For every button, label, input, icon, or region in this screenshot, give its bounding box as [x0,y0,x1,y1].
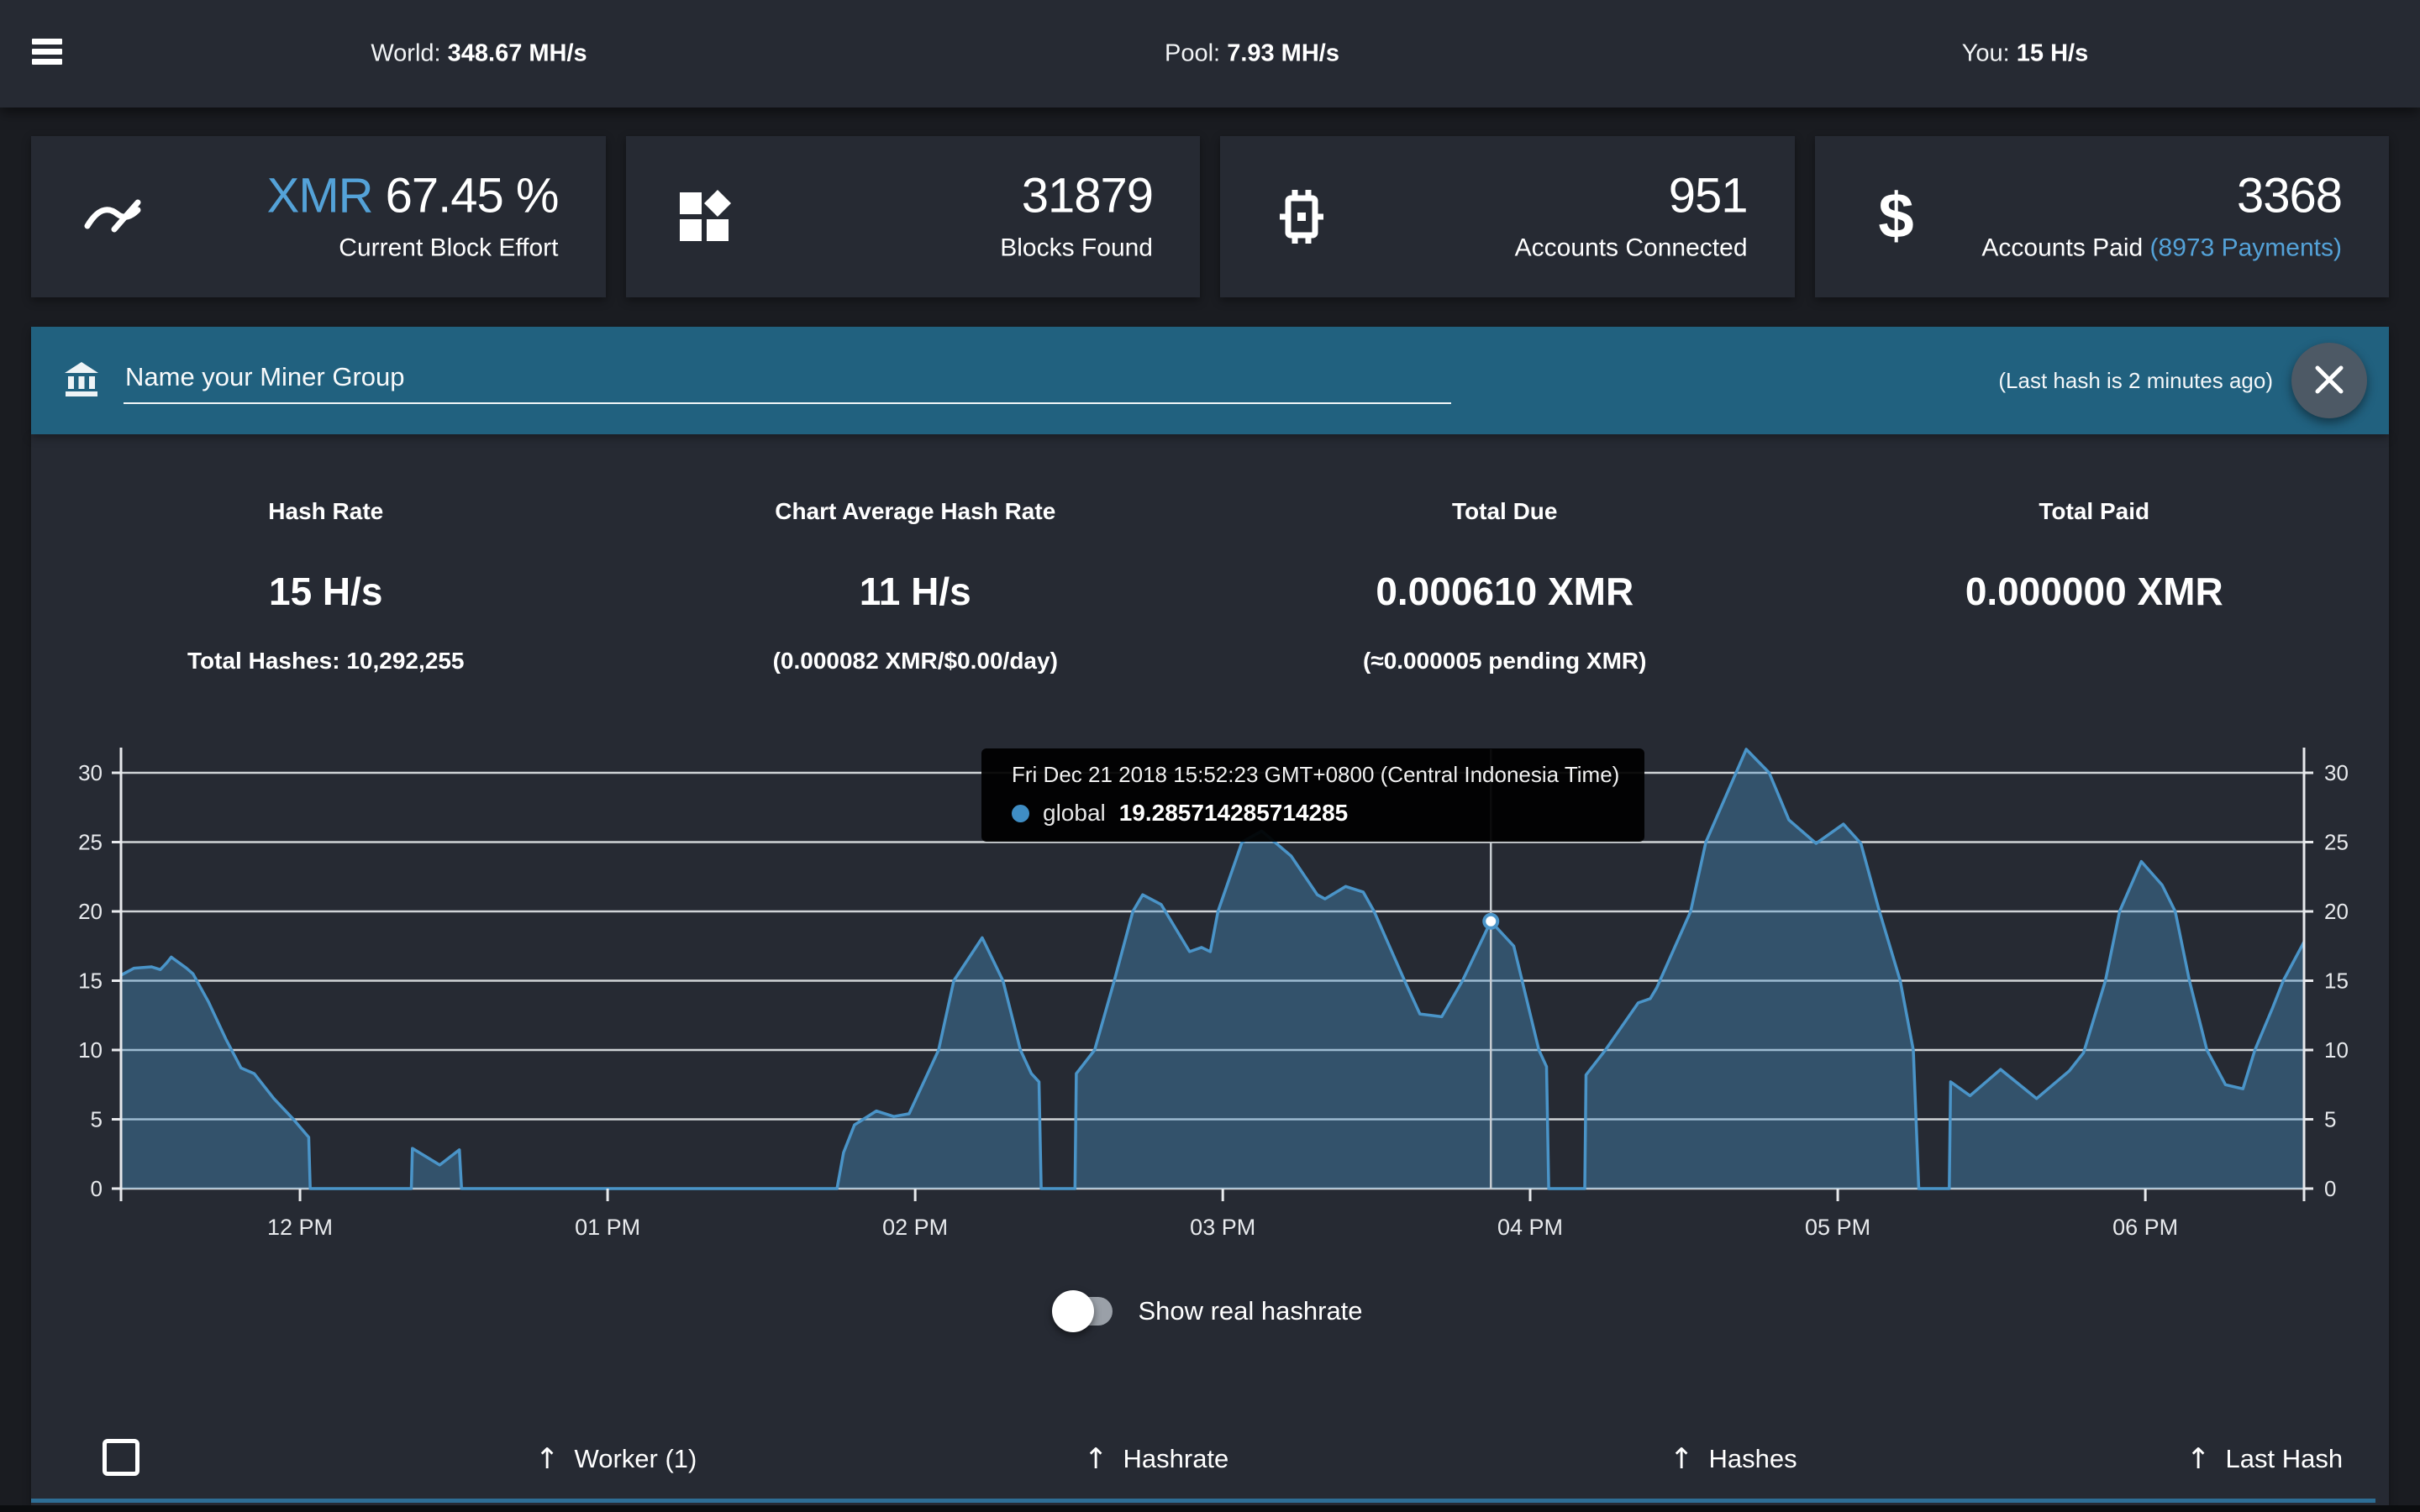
sort-arrow-icon: ↑ [1084,1442,1108,1476]
svg-text:20: 20 [78,899,103,924]
stat-hash-rate: Hash Rate 15 H/s Total Hashes: 10,292,25… [187,498,465,674]
top-bar: World: 348.67 MH/s Pool: 7.93 MH/s You: … [0,0,2420,108]
last-hash-note: (Last hash is 2 minutes ago) [1998,367,2273,393]
svg-text:02 PM: 02 PM [882,1215,948,1240]
stat-total-due: Total Due 0.000610 XMR (≈0.000005 pendin… [1363,498,1647,674]
blocks-found-value: 31879 [1021,168,1154,223]
svg-text:05 PM: 05 PM [1805,1215,1870,1240]
svg-text:0: 0 [2324,1176,2336,1201]
world-hashrate: World: 348.67 MH/s [371,39,587,67]
close-banner-button[interactable] [2291,343,2367,418]
stat-cards-row: XMR 67.45 % Current Block Effort 31879 B… [31,136,2389,297]
sort-arrow-icon: ↑ [2186,1442,2211,1476]
stat-chart-average: Chart Average Hash Rate 11 H/s (0.000082… [772,498,1058,674]
svg-text:0: 0 [91,1176,103,1201]
dollar-icon: $ [1878,181,1914,252]
select-all-checkbox[interactable] [103,1439,139,1476]
table-header-underline [31,1499,2375,1503]
svg-text:5: 5 [2324,1107,2336,1132]
accounts-paid-label: Accounts Paid (8973 Payments) [1981,234,2342,262]
stat-total-paid: Total Paid 0.000000 XMR [1965,498,2223,613]
hamburger-menu-icon[interactable] [32,39,62,69]
card-accounts-paid: $ 3368 Accounts Paid (8973 Payments) [1814,136,2389,297]
card-block-effort: XMR 67.45 % Current Block Effort [31,136,606,297]
tooltip-series-name: global [1043,800,1106,826]
bank-icon [63,360,100,402]
your-hashrate: You: 15 H/s [1961,39,2089,67]
blocks-icon [678,187,737,246]
svg-text:06 PM: 06 PM [2112,1215,2178,1240]
svg-text:01 PM: 01 PM [575,1215,640,1240]
svg-text:15: 15 [78,969,103,994]
svg-text:15: 15 [2324,969,2349,994]
tooltip-timestamp: Fri Dec 21 2018 15:52:23 GMT+0800 (Centr… [1012,762,1620,787]
blocks-found-link[interactable]: Blocks Found [1000,234,1153,262]
svg-text:10: 10 [78,1037,103,1063]
card-blocks-found: 31879 Blocks Found [625,136,1200,297]
svg-text:5: 5 [91,1107,103,1132]
column-header-hashes[interactable]: ↑ Hashes [1670,1442,1797,1476]
accounts-paid-value: 3368 [2236,168,2343,223]
toggle-label: Show real hashrate [1138,1296,1363,1326]
svg-text:20: 20 [2324,899,2349,924]
svg-text:25: 25 [78,830,103,855]
column-header-worker[interactable]: ↑ Worker (1) [535,1442,697,1476]
account-stats-row: Hash Rate 15 H/s Total Hashes: 10,292,25… [31,434,2389,675]
svg-text:30: 30 [2324,760,2349,785]
svg-text:03 PM: 03 PM [1190,1215,1255,1240]
block-effort-value: XMR 67.45 % [266,168,560,223]
column-header-hashrate[interactable]: ↑ Hashrate [1084,1442,1229,1476]
sort-arrow-icon: ↑ [535,1442,560,1476]
accounts-connected-value: 951 [1668,168,1749,223]
svg-text:30: 30 [78,760,103,785]
show-real-hashrate-toggle[interactable] [1052,1290,1113,1332]
tooltip-value: 19.285714285714285 [1118,800,1349,826]
block-effort-label: Current Block Effort [339,234,559,262]
payments-link[interactable]: (8973 Payments) [2149,234,2342,262]
close-icon [2311,361,2348,401]
column-header-last-hash[interactable]: ↑ Last Hash [2186,1442,2344,1476]
miner-group-banner: (Last hash is 2 minutes ago) [31,327,2389,434]
trend-chart-icon [83,187,142,246]
sort-arrow-icon: ↑ [1670,1442,1694,1476]
card-accounts-connected: 951 Accounts Connected [1220,136,1795,297]
account-panel: Hash Rate 15 H/s Total Hashes: 10,292,25… [31,434,2389,1505]
svg-text:04 PM: 04 PM [1497,1215,1563,1240]
pool-hashrate: Pool: 7.93 MH/s [1165,39,1339,67]
accounts-connected-label: Accounts Connected [1514,234,1748,262]
svg-text:12 PM: 12 PM [267,1215,333,1240]
series-dot-icon [1012,804,1029,822]
svg-text:25: 25 [2324,830,2349,855]
miner-group-name-input[interactable] [124,357,1451,404]
bottom-edge [0,1505,2420,1512]
hashrate-chart[interactable]: 0 0 5 5 10 10 15 15 20 20 25 25 30 30 12 PM 01 PM 02 PM 0… [31,739,2389,1294]
chip-icon [1272,187,1331,246]
svg-text:10: 10 [2324,1037,2349,1063]
toggle-row: Show real hashrate [31,1288,2389,1335]
chart-tooltip: Fri Dec 21 2018 15:52:23 GMT+0800 (Centr… [981,748,1645,842]
